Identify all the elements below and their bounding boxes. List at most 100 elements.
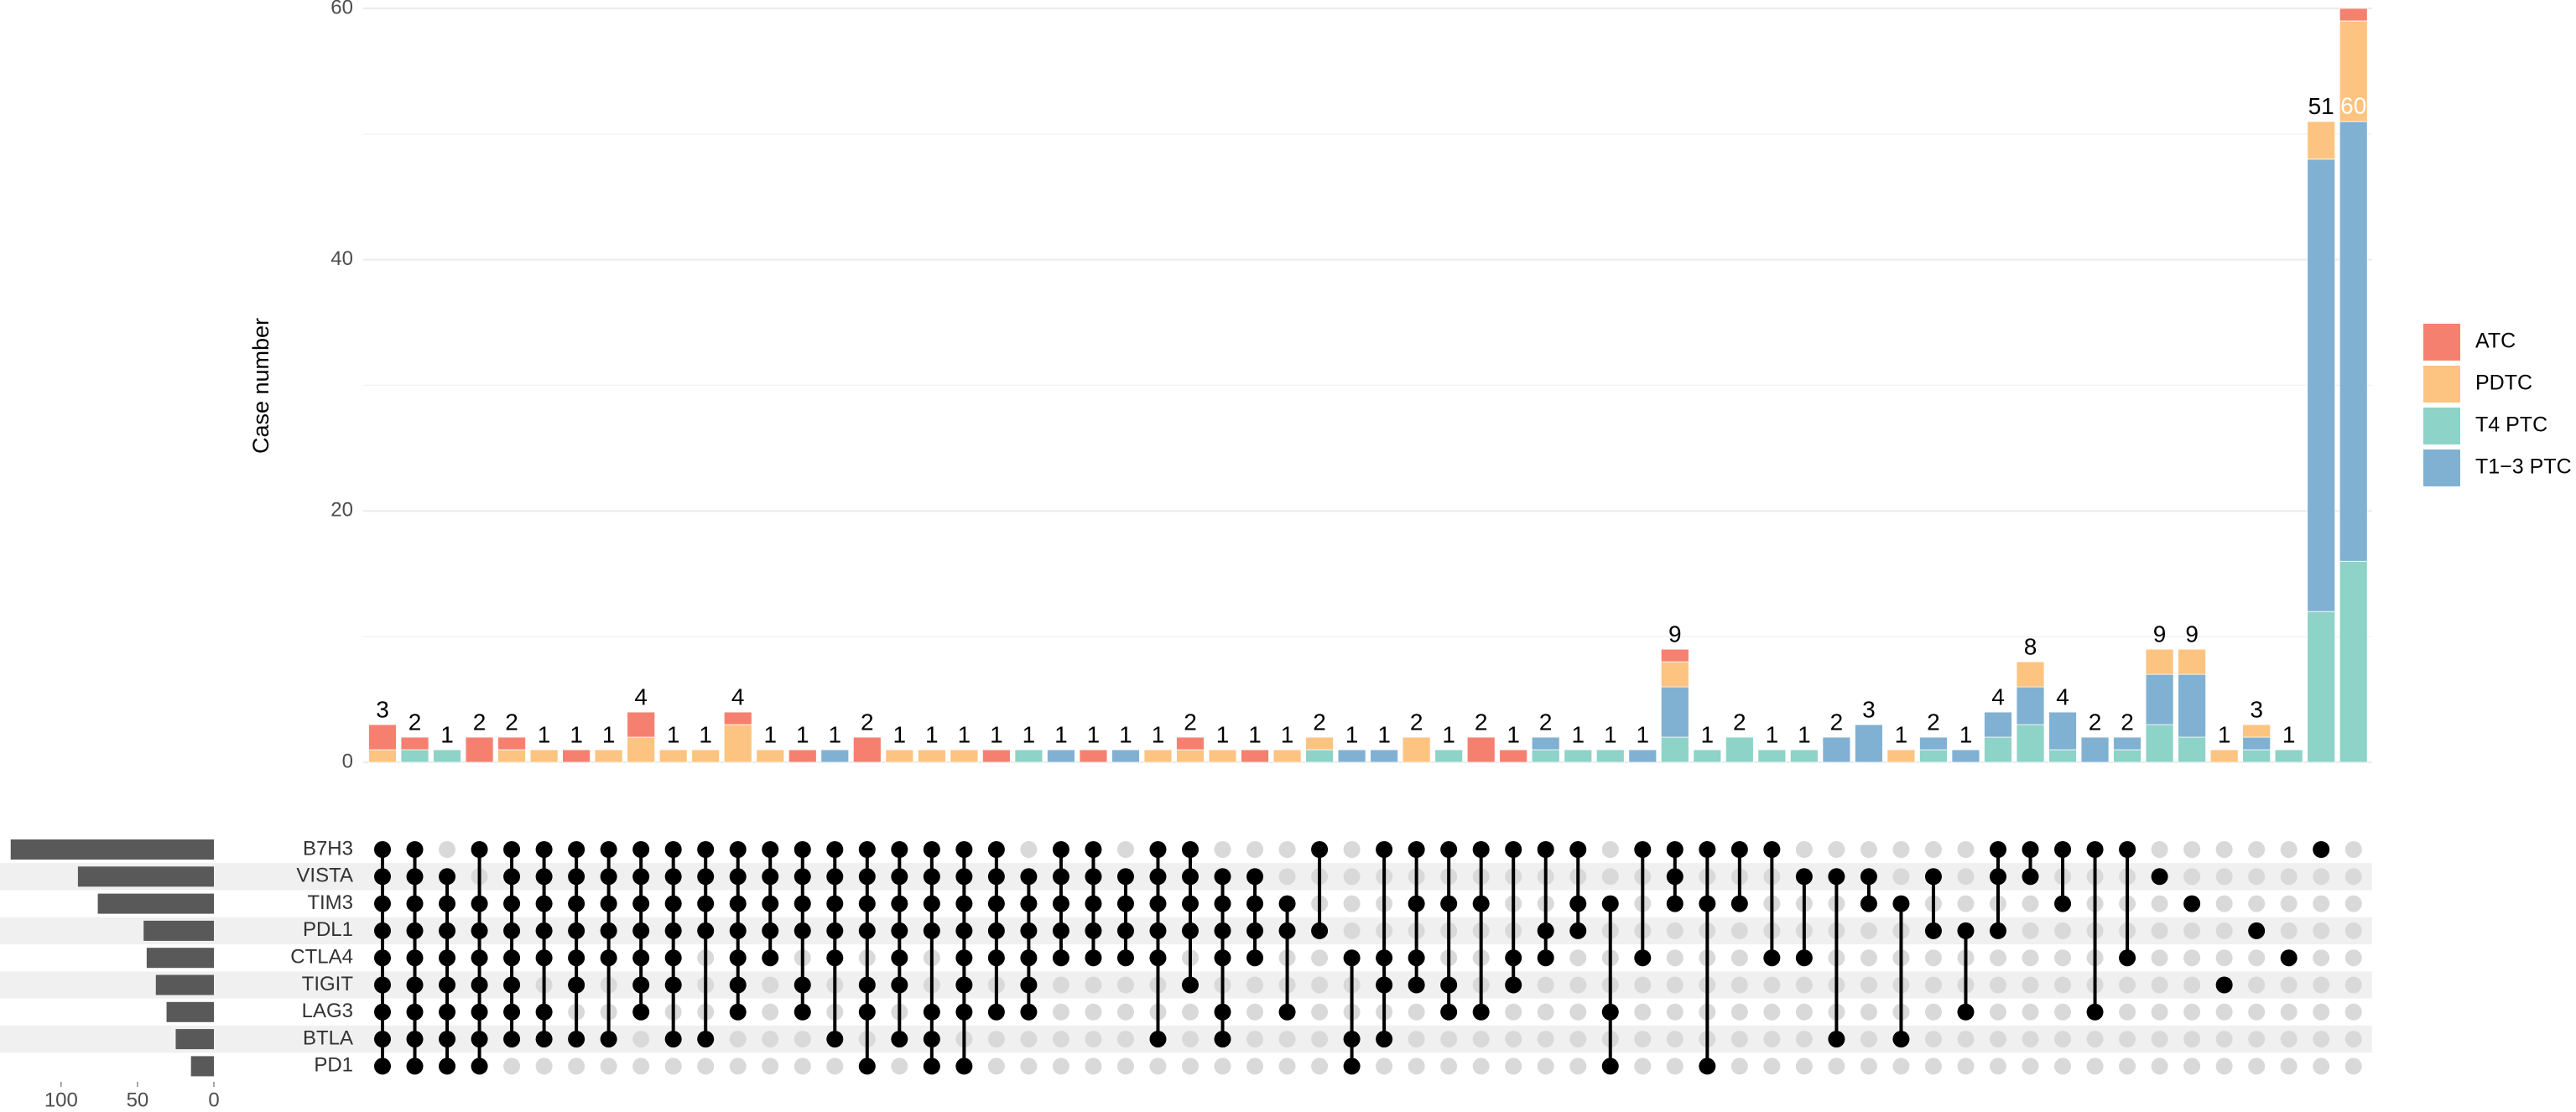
matrix-dot: [1052, 1031, 1069, 1048]
matrix-dot: [1795, 976, 1813, 994]
matrix-dot: [664, 1057, 682, 1075]
bar-total-label: 1: [2282, 721, 2296, 747]
matrix-dot: [1085, 1057, 1102, 1075]
legend-swatch: [2423, 324, 2460, 361]
matrix-dot: [794, 1057, 811, 1075]
matrix-dot: [826, 1057, 844, 1075]
matrix-dot: [1311, 1003, 1329, 1021]
matrix-dot: [2280, 1057, 2298, 1075]
matrix-dot: [1311, 1057, 1329, 1075]
bar-segment: [1305, 749, 1334, 763]
x-tick-label: 50: [127, 1089, 149, 1111]
matrix-dot: [987, 1031, 1005, 1048]
matrix-dot: [1730, 976, 1748, 994]
matrix-dot: [1440, 1057, 1458, 1075]
matrix-dot: [1311, 976, 1329, 994]
matrix-dot: [2022, 1031, 2039, 1048]
matrix-dot: [1666, 1031, 1684, 1048]
bar-total-label: 1: [1571, 721, 1585, 747]
set-size-bar: [77, 866, 215, 887]
matrix-dot: [1214, 841, 1231, 858]
matrix-dot: [1278, 868, 1296, 886]
bar-total-label: 9: [1668, 621, 1682, 647]
bar-segment: [1628, 749, 1657, 763]
bar-segment: [1984, 711, 2012, 738]
bar-total-label: 2: [1830, 709, 1844, 735]
x-tick-label: 100: [44, 1089, 78, 1111]
matrix-dot: [1116, 841, 1134, 858]
bar-total-label: 2: [1184, 709, 1197, 735]
matrix-dot: [1537, 1031, 1554, 1048]
bar-total-label: 1: [1766, 721, 1779, 747]
bar-segment: [917, 749, 946, 763]
matrix-dot: [1182, 1003, 1199, 1021]
bar-segment: [1531, 749, 1560, 763]
bar-segment: [2242, 724, 2272, 738]
bar-segment: [981, 749, 1011, 763]
matrix-dot: [1795, 841, 1813, 858]
matrix-dot: [1860, 976, 1877, 994]
matrix-dot: [1408, 1057, 1425, 1075]
matrix-dot: [2022, 1003, 2039, 1021]
matrix-dot: [1990, 1057, 2006, 1075]
set-size-bar: [146, 948, 214, 969]
matrix-dot: [2313, 1003, 2330, 1021]
matrix-dot: [2215, 949, 2233, 967]
matrix-dot: [2151, 1031, 2168, 1048]
bar-segment: [1402, 736, 1431, 763]
bar-segment: [2113, 736, 2141, 751]
matrix-dot: [2022, 922, 2039, 939]
set-label: PD1: [314, 1054, 353, 1077]
matrix-dot: [2344, 841, 2362, 858]
matrix-dot: [2151, 841, 2168, 858]
y-tick-label: 0: [342, 750, 353, 772]
matrix-dot: [1634, 1031, 1652, 1048]
matrix-dot: [2215, 922, 2233, 939]
matrix-dot: [439, 841, 456, 858]
bar-total-label: 1: [893, 721, 907, 747]
bar-segment: [594, 749, 623, 763]
bar-segment: [658, 749, 688, 763]
bar-total-label: 2: [2121, 709, 2134, 735]
matrix-dot: [1246, 976, 1264, 994]
matrix-dot: [2151, 895, 2168, 912]
matrix-dot: [1924, 976, 1942, 994]
set-label: BTLA: [303, 1026, 353, 1049]
bar-total-label: 1: [440, 721, 454, 747]
bar-segment: [1305, 736, 1334, 751]
matrix-dot: [987, 1057, 1005, 1075]
bar-total-label: 4: [634, 683, 648, 709]
matrix-dot: [1214, 1057, 1231, 1075]
matrix-dot: [1730, 922, 1748, 939]
matrix-dot: [2022, 976, 2039, 994]
bar-segment: [1466, 736, 1496, 763]
matrix-dot: [1085, 1003, 1102, 1021]
matrix-dot: [2119, 1057, 2136, 1075]
matrix-dot: [2313, 1031, 2330, 1048]
bar-segment: [756, 749, 785, 763]
matrix-dot: [2344, 949, 2362, 967]
bar-total-label: 4: [2056, 683, 2069, 709]
bar-segment: [368, 724, 397, 751]
bar-total-label: 4: [1991, 683, 2005, 709]
matrix-dot: [1278, 1031, 1296, 1048]
bar-segment: [2307, 611, 2336, 763]
matrix-dot: [2248, 949, 2266, 967]
bar-total-label: 1: [1119, 721, 1132, 747]
matrix-dot: [1085, 976, 1102, 994]
matrix-dot: [2313, 1057, 2330, 1075]
bar-total-label: 1: [667, 721, 680, 747]
bar-segment: [1370, 749, 1399, 763]
bar-segment: [627, 736, 656, 763]
matrix-dot: [2054, 1003, 2072, 1021]
bar-total-label: 1: [958, 721, 971, 747]
matrix-dot: [2183, 895, 2201, 912]
bar-segment: [1757, 749, 1787, 763]
bar-segment: [2016, 661, 2045, 688]
matrix-dot: [2215, 868, 2233, 886]
matrix-dot: [2280, 1003, 2298, 1021]
matrix-dot: [2344, 868, 2362, 886]
bar-segment: [2307, 158, 2336, 612]
bar-segment: [2016, 724, 2045, 763]
